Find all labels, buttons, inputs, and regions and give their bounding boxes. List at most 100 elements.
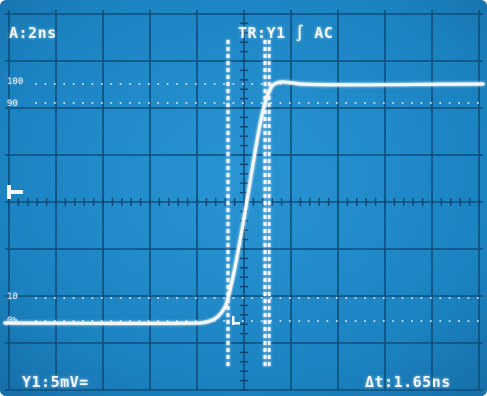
cursor-dot xyxy=(268,201,271,205)
reference-dot xyxy=(345,320,348,322)
reference-dot xyxy=(157,102,160,104)
cursor-dot xyxy=(226,229,230,233)
cursor-dot xyxy=(268,250,271,254)
cursor-dot xyxy=(268,306,271,310)
cursor-dot xyxy=(263,236,267,240)
reference-dot xyxy=(185,297,188,299)
reference-dot xyxy=(138,102,141,104)
reference-dot xyxy=(157,83,160,85)
reference-dot xyxy=(82,320,84,322)
reference-dot xyxy=(260,83,263,85)
cursor-dot xyxy=(268,103,271,107)
signal-trace xyxy=(3,80,485,326)
cursor-dot xyxy=(226,348,230,352)
cursor-dot xyxy=(226,89,230,93)
cursor-dot xyxy=(226,173,230,177)
reference-dot xyxy=(91,102,94,104)
reference-dot xyxy=(91,297,94,299)
reference-dot xyxy=(467,102,470,104)
reference-dot xyxy=(411,320,413,322)
reference-dot xyxy=(439,297,442,299)
reference-dot xyxy=(260,320,263,322)
cursor-dot xyxy=(226,222,230,226)
reference-dot xyxy=(110,83,113,85)
cursor-dot xyxy=(263,243,267,247)
cursor-dot xyxy=(226,278,230,282)
reference-dot xyxy=(401,102,404,104)
reference-dot xyxy=(373,297,376,299)
cursor-dot xyxy=(268,278,271,282)
reference-dot xyxy=(44,320,47,322)
cursor-dot xyxy=(268,236,271,240)
reference-dot xyxy=(345,102,348,104)
reference-dot xyxy=(298,297,301,299)
reference-dot xyxy=(448,102,451,104)
reference-dot xyxy=(335,102,338,104)
cursor-dot xyxy=(226,152,230,156)
cursor-dot xyxy=(226,285,230,289)
cursor-dot xyxy=(263,264,267,268)
cursor-dot xyxy=(226,117,230,121)
cursor-dot xyxy=(263,124,267,128)
cursor-dot xyxy=(263,54,267,58)
reference-dot xyxy=(63,102,66,104)
reference-dot xyxy=(138,83,141,85)
reference-dot xyxy=(232,83,235,85)
reference-dot xyxy=(335,297,338,299)
reference-dot xyxy=(326,102,329,104)
reference-dot xyxy=(476,102,479,104)
trigger-point-marker xyxy=(232,316,240,325)
cursor-dot xyxy=(268,222,271,226)
reference-dot xyxy=(138,297,141,299)
cursor-dot xyxy=(263,215,267,219)
reference-dot xyxy=(354,102,357,104)
cursor-dot xyxy=(263,180,267,184)
reference-dot xyxy=(392,102,395,104)
reference-dot xyxy=(185,83,188,85)
cursor-dot xyxy=(263,201,267,205)
reference-dot xyxy=(147,102,150,104)
reference-dot xyxy=(100,102,103,104)
reference-dot xyxy=(213,297,216,299)
cursor-dot xyxy=(263,327,267,331)
reference-dot xyxy=(138,320,141,322)
reference-dot xyxy=(44,102,47,104)
reference-dot xyxy=(82,102,84,104)
reference-dot xyxy=(147,320,150,322)
reference-dot xyxy=(345,297,348,299)
cursor-dot xyxy=(263,257,267,261)
reference-dot xyxy=(317,320,319,322)
cursor-dot xyxy=(226,236,230,240)
cursor-dot xyxy=(263,61,267,65)
reference-dot xyxy=(458,320,460,322)
cursor-dot xyxy=(268,40,271,44)
cursor-dot xyxy=(268,75,271,79)
cursor-dot xyxy=(268,299,271,303)
reference-dot xyxy=(157,320,160,322)
reference-dot xyxy=(72,102,75,104)
cursor-dot xyxy=(226,201,230,205)
cursor-dot xyxy=(263,222,267,226)
cursor-dot xyxy=(226,145,230,149)
reference-dot xyxy=(232,102,235,104)
reference-dot xyxy=(251,320,254,322)
reference-dot xyxy=(100,297,103,299)
cursor-dot xyxy=(226,271,230,275)
cursor-dot xyxy=(268,61,271,65)
reference-dot xyxy=(335,320,338,322)
cursor-dot xyxy=(263,285,267,289)
reference-dot xyxy=(392,320,395,322)
reference-dot xyxy=(270,297,272,299)
cursor-dot xyxy=(226,138,230,142)
cursor-dot xyxy=(226,187,230,191)
reference-dot xyxy=(429,297,432,299)
cursor-dot xyxy=(263,82,267,86)
cursor-dot xyxy=(268,292,271,296)
cursor-dot xyxy=(263,68,267,72)
reference-dot xyxy=(82,83,84,85)
cursor-dot xyxy=(226,341,230,345)
timebase-readout: A:2ns xyxy=(9,24,57,42)
reference-dot xyxy=(458,102,460,104)
label-0-percent: 0% xyxy=(7,316,18,326)
cursor-dot xyxy=(263,89,267,93)
